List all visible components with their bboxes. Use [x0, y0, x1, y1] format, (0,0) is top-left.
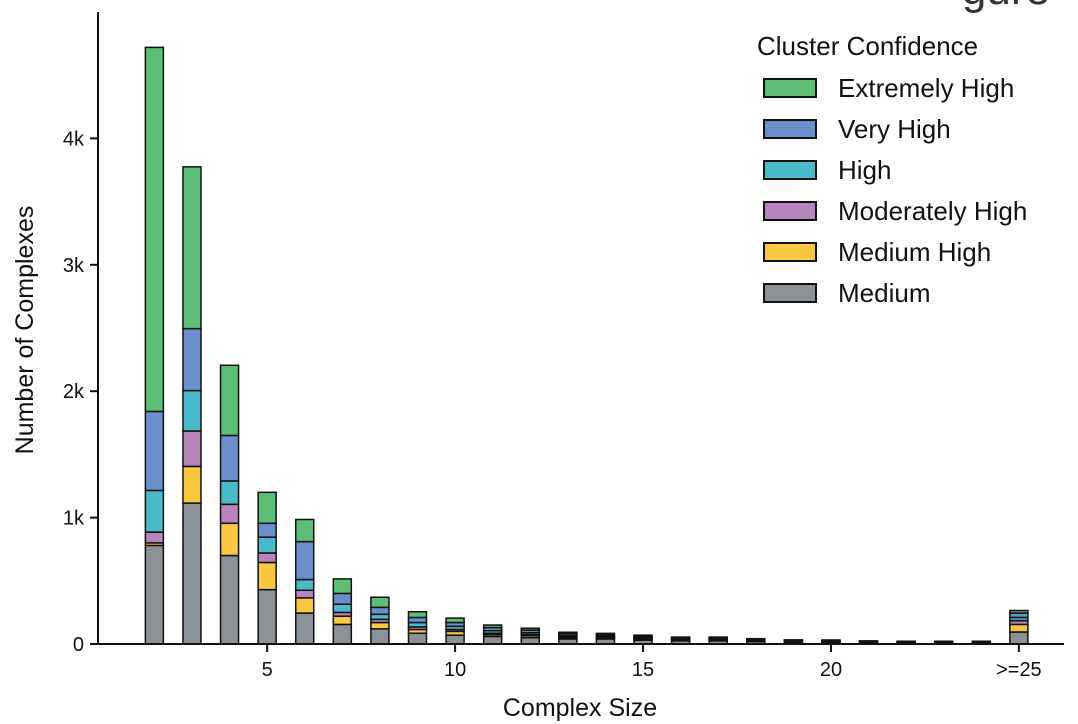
bar-segment-medium	[182, 502, 202, 645]
bar-segment-medium-high	[332, 615, 353, 626]
bar-segment-extremely-high	[332, 578, 353, 595]
bar-segment-extremely-high	[182, 166, 202, 330]
bar-segment-extremely-high	[633, 634, 653, 637]
legend-swatch-very-high	[763, 119, 817, 139]
y-tick-label: 1k	[63, 508, 85, 530]
bar-segment-extremely-high	[257, 491, 277, 525]
bar-segment-extremely-high	[445, 617, 465, 624]
bar-segment-very-high	[257, 522, 277, 538]
x-ticks: 5 10 15 20 >=25	[262, 644, 1042, 681]
bar-segment-moderately-high	[294, 589, 315, 599]
x-tick-label: 10	[444, 659, 466, 681]
bar-segment-extremely-high	[670, 636, 691, 639]
x-axis-title: Complex Size	[503, 694, 657, 722]
bar-segment-very-high	[407, 616, 428, 624]
bar-segment-high	[370, 613, 390, 621]
bar-segment-high	[219, 480, 240, 506]
bar-segment-medium-high	[182, 465, 202, 504]
bar-segment-extremely-high	[595, 632, 616, 636]
bar-segment-high	[257, 536, 277, 554]
bar-segment-extremely-high	[746, 637, 766, 641]
bar-segment-high	[294, 578, 315, 592]
y-tick-label: 2k	[63, 381, 85, 403]
bar-segment-moderately-high	[257, 552, 277, 564]
legend-label: High	[838, 155, 891, 185]
bar-segment-very-high	[219, 434, 240, 482]
legend-title: Cluster Confidence	[757, 31, 978, 61]
bar-segment-extremely-high	[294, 518, 315, 543]
x-tick-label: 15	[632, 659, 654, 681]
legend-label: Extremely High	[838, 73, 1014, 103]
x-tick-label: 5	[262, 659, 273, 681]
x-tick-label: 20	[820, 659, 842, 681]
bar-segment-very-high	[144, 410, 165, 492]
bar-segment-medium-high	[294, 597, 315, 614]
bar-segment-moderately-high	[144, 531, 165, 544]
bar-segment-medium	[445, 634, 465, 645]
legend-swatch-extremely-high	[763, 78, 817, 98]
legend-swatch-moderately-high	[763, 201, 817, 221]
bar-segment-medium	[332, 623, 353, 645]
bar-segment-very-high	[370, 606, 390, 616]
bar-segment-moderately-high	[182, 430, 202, 468]
legend-swatch-medium-high	[763, 242, 817, 262]
bar-segment-extremely-high	[520, 627, 541, 631]
bar-segment-medium	[370, 628, 390, 645]
bar-segment-medium-high	[219, 522, 240, 557]
bar-segment-medium-high	[370, 621, 390, 630]
bar-segment-medium-high	[257, 561, 277, 591]
bar-segment-medium	[1009, 631, 1029, 645]
bar-segment-moderately-high	[219, 503, 240, 525]
legend-swatch-medium	[763, 283, 817, 303]
y-tick-label: 3k	[63, 255, 85, 277]
legend-label: Medium	[838, 278, 930, 308]
bar-segment-extremely-high	[1009, 609, 1029, 614]
legend-label: Medium High	[838, 237, 991, 267]
bar-segment-extremely-high	[370, 596, 390, 609]
bar-segment-medium	[294, 612, 315, 645]
bar-segment-extremely-high	[407, 611, 428, 619]
legend-label: Very High	[838, 114, 951, 144]
bar-segment-medium	[407, 632, 428, 645]
bar-segment-medium	[482, 635, 503, 645]
bar-segment-extremely-high	[558, 631, 578, 635]
y-axis-title: Number of Complexes	[11, 206, 39, 455]
bars-layer	[144, 46, 1029, 645]
y-ticks: 0 1k 2k 3k 4k	[63, 128, 98, 656]
legend-swatch-high	[763, 160, 817, 180]
bar-segment-high	[332, 603, 353, 614]
y-tick-label: 0	[73, 634, 84, 656]
bar-segment-very-high	[294, 540, 315, 581]
legend-label: Moderately High	[838, 196, 1027, 226]
bar-segment-extremely-high	[708, 636, 728, 639]
bar-segment-high	[182, 389, 202, 432]
bar-segment-extremely-high	[219, 364, 240, 437]
x-tick-label: >=25	[996, 659, 1042, 681]
bar-segment-high	[144, 489, 165, 533]
bar-segment-medium	[257, 588, 277, 645]
bar-segment-medium	[219, 554, 240, 645]
legend: Cluster Confidence Extremely High Very Hi…	[757, 31, 1027, 308]
bar-segment-extremely-high	[783, 639, 804, 642]
bar-segment-very-high	[182, 327, 202, 392]
bar-segment-extremely-high	[821, 639, 841, 642]
bar-segment-medium	[144, 544, 165, 645]
bar-segment-extremely-high	[482, 624, 503, 629]
bar-segment-extremely-high	[144, 46, 165, 413]
y-tick-label: 4k	[63, 128, 85, 150]
corner-text: gure	[962, 0, 1050, 14]
bar-segment-very-high	[332, 592, 353, 605]
bar-segment-medium-high	[1009, 623, 1029, 633]
